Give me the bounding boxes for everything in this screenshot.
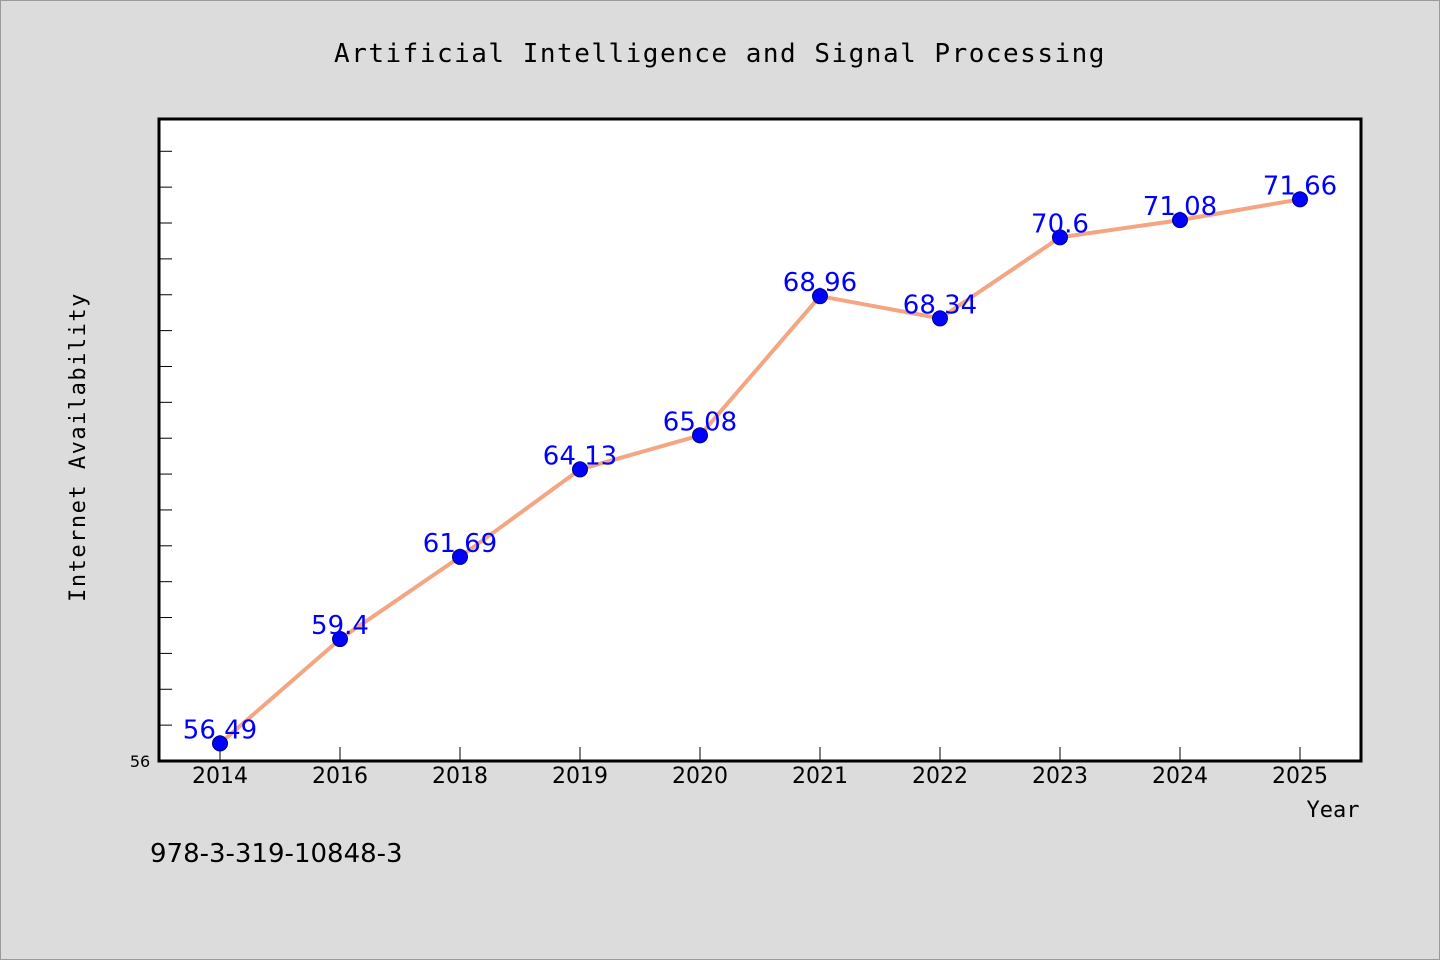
data-point-marker — [932, 310, 948, 327]
data-label: 59.4 — [311, 611, 369, 641]
x-tick-label: 2022 — [912, 764, 968, 789]
series-markers — [212, 191, 1308, 752]
x-tick-label: 2020 — [672, 764, 728, 789]
data-point-marker — [1172, 212, 1188, 229]
x-tick-label: 2016 — [312, 764, 368, 789]
data-point-marker — [1292, 191, 1308, 208]
data-point-marker — [452, 548, 468, 565]
data-label: 71.66 — [1263, 171, 1337, 201]
y-axis-ticks — [159, 150, 172, 762]
data-label: 71.08 — [1143, 192, 1217, 222]
data-label: 64.13 — [543, 441, 617, 471]
data-label: 56.49 — [183, 715, 257, 745]
data-label: 68.96 — [783, 268, 857, 298]
y-axis-title: Internet Availability — [66, 292, 91, 602]
y-tick-label: 56 — [130, 752, 150, 771]
series-line — [218, 197, 1302, 746]
x-tick-label: 2014 — [192, 764, 248, 789]
x-tick-label: 2025 — [1272, 764, 1328, 789]
x-tick-label: 2024 — [1152, 764, 1208, 789]
data-point-marker — [812, 288, 828, 305]
x-tick-label: 2021 — [792, 764, 848, 789]
x-axis-tick-labels: 2014 2016 2018 2019 2020 2021 2022 2023 2024 2025 — [192, 764, 1328, 789]
data-labels: 56.49 59.4 61.69 64.13 65.08 68.96 68.34 70.6 71… — [183, 171, 1337, 745]
data-point-marker — [692, 427, 708, 444]
data-label: 65.08 — [663, 407, 737, 437]
data-point-marker — [1052, 229, 1068, 246]
x-axis-ticks — [219, 747, 1301, 761]
x-tick-label: 2019 — [552, 764, 608, 789]
data-label: 68.34 — [903, 290, 977, 320]
isbn-text: 978-3-319-10848-3 — [150, 839, 403, 869]
data-point-marker — [572, 461, 588, 478]
x-axis-title: Year — [1307, 798, 1360, 823]
x-tick-label: 2018 — [432, 764, 488, 789]
data-point-marker — [212, 735, 228, 752]
chart-title: Artificial Intelligence and Signal Proce… — [334, 39, 1106, 69]
x-tick-label: 2023 — [1032, 764, 1088, 789]
plot-area — [157, 117, 1363, 763]
data-label: 70.6 — [1031, 209, 1089, 239]
data-point-marker — [332, 631, 348, 648]
data-label: 61.69 — [423, 529, 497, 559]
